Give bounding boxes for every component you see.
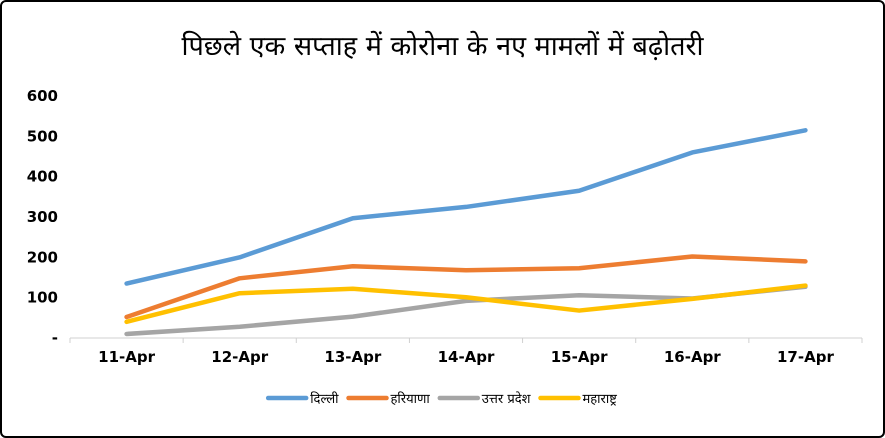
x-tick-label: 17-Apr (777, 348, 834, 366)
y-tick-label: 600 (27, 87, 58, 105)
x-tick-label: 16-Apr (664, 348, 721, 366)
chart-legend: दिल्ली हरियाणा उत्तर प्रदेश महाराष्ट्र (265, 391, 617, 407)
series-line (124, 128, 808, 286)
y-tick-label: 400 (27, 168, 58, 186)
x-tick-label: 12-Apr (211, 348, 268, 366)
chart-title: पिछले एक सप्ताह में कोरोना के नए मामलों … (181, 31, 704, 62)
legend-label: दिल्ली (310, 391, 339, 407)
x-tick-label: 13-Apr (324, 348, 381, 366)
x-tick-label: 14-Apr (438, 348, 495, 366)
series-line (124, 254, 808, 320)
y-tick-label: 200 (27, 248, 58, 266)
y-tick-label: - (52, 329, 58, 347)
legend-label: उत्तर प्रदेश (482, 391, 532, 407)
legend-label: महाराष्ट्र (582, 392, 617, 407)
x-tick-label: 11-Apr (98, 348, 155, 366)
y-tick-label: 300 (27, 208, 58, 226)
series-line (124, 283, 808, 325)
y-tick-label: 500 (27, 127, 58, 145)
series-lines (124, 128, 808, 337)
chart-axes: - 100 200 300 400 500 600 11-Apr 12-Apr 13-Apr 14-… (27, 87, 863, 366)
x-tick-label: 15-Apr (551, 348, 608, 366)
y-tick-label: 100 (27, 289, 58, 307)
legend-label: हरियाणा (391, 391, 431, 407)
